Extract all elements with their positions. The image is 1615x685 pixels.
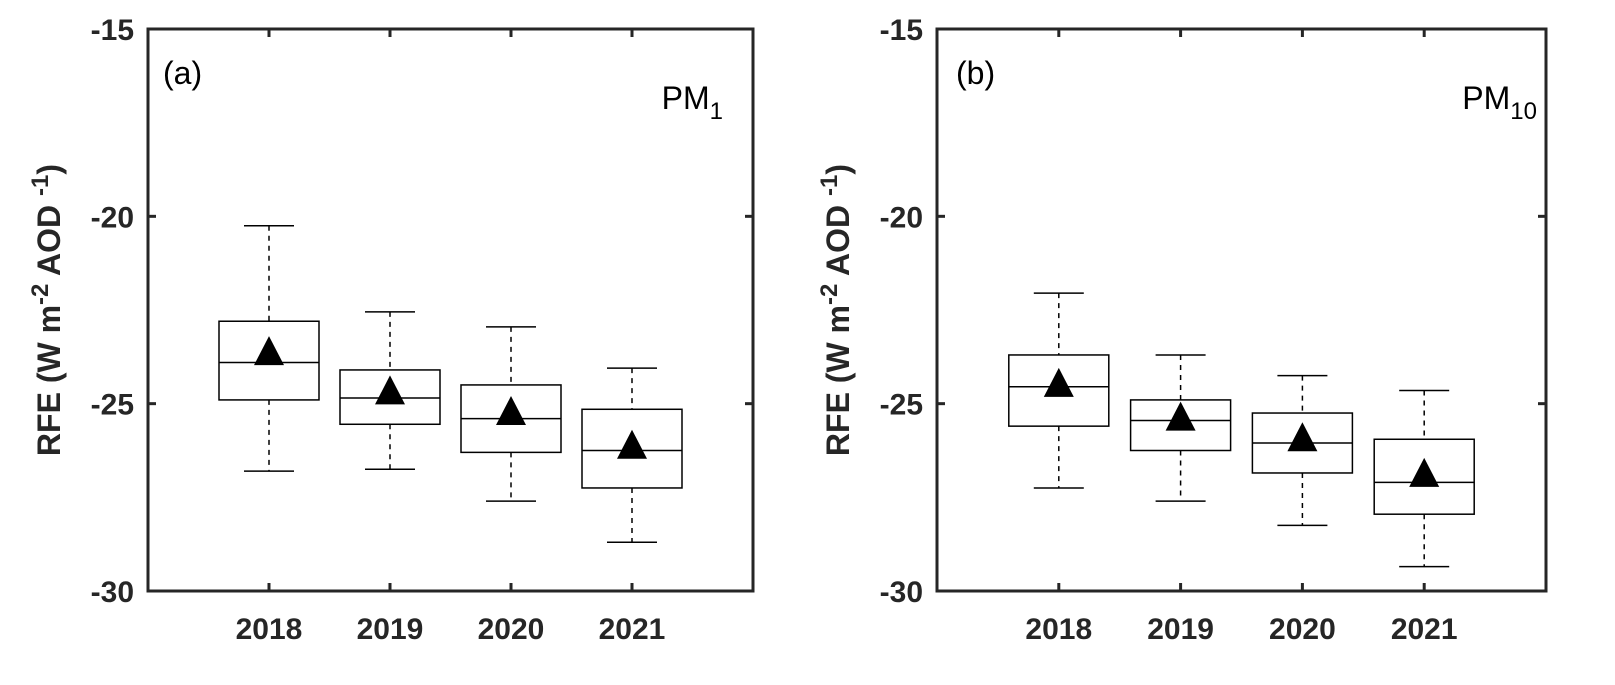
- y-tick-label: -20: [880, 201, 923, 234]
- y-axis-label: RFE (W m-2 AOD -1): [816, 164, 856, 456]
- mean-marker: [375, 375, 405, 405]
- box-2021: [1373, 389, 1475, 568]
- plot-frame: [146, 27, 755, 593]
- y-tick-label: -20: [91, 201, 134, 234]
- y-axis-label-sup: -1: [27, 175, 54, 196]
- box-iqr: [581, 408, 683, 489]
- box-2021: [581, 367, 683, 544]
- box-iqr: [1373, 438, 1475, 515]
- species-subscript: 10: [1510, 98, 1537, 125]
- box-2018: [1008, 292, 1110, 489]
- box-2020: [460, 326, 562, 502]
- box-iqr: [1129, 399, 1232, 452]
- x-tick-label: 2020: [478, 613, 545, 646]
- box-2019: [1129, 354, 1232, 502]
- y-tick-label: -15: [880, 14, 923, 47]
- y-tick-label: -30: [880, 576, 923, 609]
- y-axis-label-end: ): [31, 164, 67, 175]
- y-tick-label: -25: [91, 389, 134, 422]
- species-subscript: 1: [710, 98, 723, 125]
- panel-label: (a): [163, 55, 202, 91]
- mean-marker: [1409, 457, 1440, 487]
- y-axis-label-mid: AOD: [31, 196, 67, 284]
- y-axis-label-mid: AOD: [820, 196, 856, 284]
- species-label: PM10: [1462, 80, 1537, 125]
- y-axis-label-end: ): [820, 164, 856, 175]
- species-main: PM: [1462, 80, 1510, 116]
- chart-panel-1: -30 -25 -20 -15 2018 2019 2020 2021 (a) PM1 RFE (W…: [27, 14, 755, 646]
- x-tick-label: 2020: [1269, 613, 1336, 646]
- y-tick-label: -30: [91, 576, 134, 609]
- mean-marker: [1165, 401, 1196, 431]
- box-2019: [339, 311, 441, 470]
- y-axis-label-main: RFE (W m: [820, 305, 856, 456]
- box-iqr: [218, 320, 320, 401]
- box-2020: [1251, 374, 1354, 527]
- species-main: PM: [662, 80, 710, 116]
- panel-label: (b): [956, 55, 995, 91]
- chart-panel-2: -30 -25 -20 -15 2018 2019 2020 2021 (b) PM10 RFE (…: [816, 14, 1548, 646]
- y-tick-label: -25: [880, 389, 923, 422]
- y-axis-label-main: RFE (W m: [31, 305, 67, 456]
- x-tick-label: 2018: [236, 613, 303, 646]
- mean-marker: [254, 336, 284, 366]
- y-axis-label-sup: -2: [816, 284, 843, 305]
- box-iqr: [1008, 354, 1110, 427]
- x-tick-label: 2019: [1147, 613, 1214, 646]
- x-tick-label: 2021: [599, 613, 666, 646]
- mean-marker: [496, 396, 526, 426]
- x-tick-label: 2021: [1391, 613, 1458, 646]
- y-tick-label: -15: [91, 14, 134, 47]
- mean-marker: [1287, 422, 1318, 452]
- x-tick-label: 2019: [357, 613, 424, 646]
- y-axis-label: RFE (W m-2 AOD -1): [27, 164, 67, 456]
- x-tick-label: 2018: [1025, 613, 1092, 646]
- box-2018: [218, 224, 320, 472]
- y-axis-label-sup: -2: [27, 284, 54, 305]
- species-label: PM1: [662, 80, 723, 125]
- y-axis-label-sup: -1: [816, 175, 843, 196]
- box-iqr: [339, 369, 441, 426]
- plot-frame: [935, 27, 1548, 593]
- mean-marker: [1043, 367, 1074, 397]
- mean-marker: [617, 429, 647, 459]
